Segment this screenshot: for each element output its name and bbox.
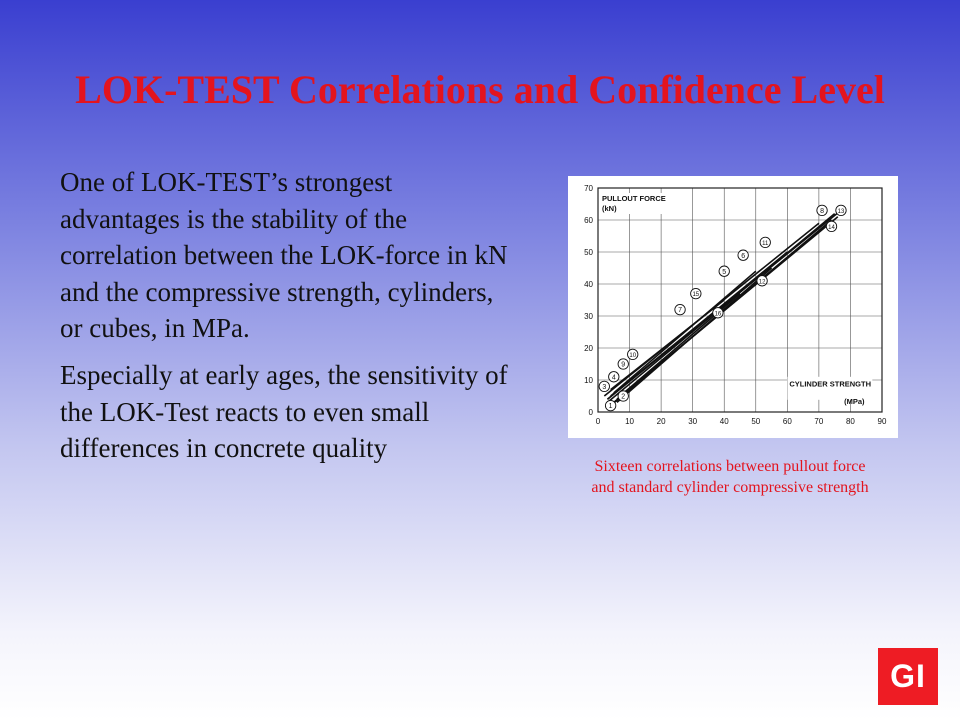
y-tick-label: 40: [584, 280, 593, 289]
correlation-marker-label: 15: [692, 292, 699, 298]
axis-ticks: 0 10 20 30 40 50 60 70 80 90 0 10 20 30 40 50 60 70: [584, 184, 887, 426]
y-tick-label: 10: [584, 376, 593, 385]
correlation-chart-frame: 1 2 3 4 9 10 7 15 16 5 6 11 12 8 13 14 0 10 20 30 40 50 60 70 8…: [568, 176, 898, 438]
correlation-line: [606, 251, 788, 400]
y-tick-label: 60: [584, 216, 593, 225]
y-axis-label: PULLOUT FORCE: [602, 194, 666, 203]
xlabel-background: [787, 376, 873, 400]
correlation-marker-label: 11: [762, 241, 769, 247]
correlation-marker: [617, 390, 629, 402]
correlation-marker: [617, 358, 629, 370]
y-tick-label: 0: [589, 408, 594, 417]
x-tick-label: 10: [625, 417, 634, 426]
y-tick-label: 20: [584, 344, 593, 353]
x-tick-label: 70: [814, 417, 823, 426]
correlation-marker-label: 6: [741, 253, 745, 260]
caption-line-1: Sixteen correlations between pullout for…: [594, 458, 866, 475]
correlation-marker: [835, 204, 847, 217]
paragraph-stability: One of LOK-TEST’s strongest advantages i…: [60, 167, 508, 344]
x-tick-label: 0: [596, 417, 601, 426]
x-tick-label: 30: [688, 417, 697, 426]
body-text: One of LOK-TEST’s strongest advantages i…: [60, 164, 515, 477]
x-tick-label: 20: [657, 417, 666, 426]
correlation-marker-label: 7: [678, 307, 682, 314]
x-axis-label: CYLINDER STRENGTH: [789, 379, 871, 388]
correlation-marker-label: 14: [828, 225, 835, 231]
correlation-marker: [712, 307, 724, 319]
x-tick-label: 90: [878, 417, 887, 426]
correlation-line: [616, 267, 773, 404]
x-tick-label: 40: [720, 417, 729, 426]
correlation-marker-label: 13: [838, 209, 845, 215]
x-tick-label: 60: [783, 417, 792, 426]
correlation-marker-label: 5: [722, 269, 726, 276]
correlation-marker: [674, 303, 686, 316]
correlation-marker-label: 10: [629, 353, 636, 359]
x-tick-label: 80: [846, 417, 855, 426]
correlation-line: [616, 216, 839, 400]
correlation-marker-label: 8: [820, 208, 824, 215]
y-tick-label: 30: [584, 312, 593, 321]
correlation-marker: [627, 348, 639, 361]
correlation-marker: [756, 275, 768, 287]
x-axis-unit: (MPa): [844, 397, 865, 406]
correlation-marker: [825, 220, 838, 233]
correlation-marker-label: 9: [621, 362, 625, 369]
correlation-marker-label: 16: [715, 311, 722, 317]
correlation-marker: [759, 236, 771, 249]
plot-border: [597, 187, 883, 413]
slide-title: LOK-TEST Correlations and Confidence Lev…: [75, 67, 885, 112]
gi-logo: GI: [878, 648, 938, 705]
correlation-marker-label: 3: [602, 384, 606, 391]
y-tick-label: 50: [584, 248, 593, 257]
correlation-marker: [718, 265, 730, 277]
y-axis-unit: (kN): [602, 204, 617, 213]
x-tick-label: 50: [751, 417, 760, 426]
paragraph-sensitivity: Especially at early ages, the sensitivit…: [60, 359, 508, 464]
chart-caption: Sixteen correlations between pullout for…: [530, 456, 930, 498]
correlation-marker: [737, 249, 749, 261]
correlation-marker-label: 12: [759, 279, 766, 285]
correlation-marker-label: 2: [621, 394, 625, 401]
correlation-marker: [598, 380, 610, 393]
correlation-marker: [608, 371, 620, 383]
correlation-marker-label: 4: [612, 374, 616, 381]
correlation-marker: [604, 399, 617, 412]
correlation-marker-label: 1: [609, 403, 613, 410]
correlation-line: [610, 299, 725, 391]
correlation-marker: [690, 287, 702, 300]
ylabel-background: [600, 193, 668, 214]
correlation-lines: [603, 209, 842, 407]
correlation-marker: [816, 204, 828, 217]
y-tick-label: 70: [584, 184, 593, 193]
caption-line-2: and standard cylinder compressive streng…: [591, 479, 869, 496]
